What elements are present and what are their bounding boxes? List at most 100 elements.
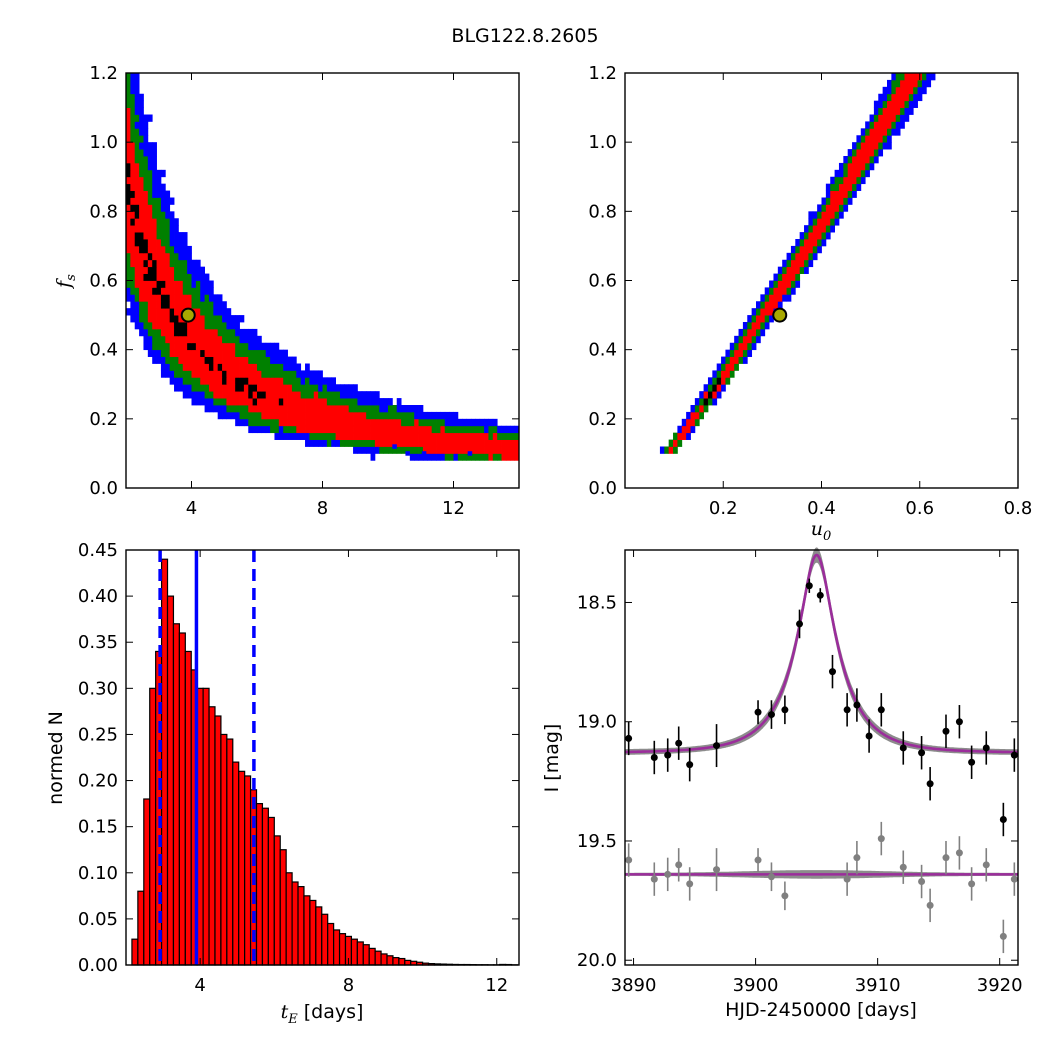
heatmap-cell — [182, 391, 188, 399]
heatmap-cell — [204, 322, 210, 330]
heatmap-cell — [370, 391, 376, 399]
heatmap-cell — [243, 398, 249, 406]
data-point — [754, 708, 762, 716]
heatmap-cell — [261, 405, 267, 413]
heatmap-cell — [165, 225, 171, 233]
heatmap-cell — [278, 418, 284, 427]
heatmap-cell — [707, 384, 713, 392]
heatmap-cell — [353, 432, 358, 440]
heatmap-cell — [821, 225, 827, 233]
heatmap-cell — [174, 335, 179, 344]
heatmap-cell — [195, 294, 201, 302]
heatmap-cell — [388, 418, 393, 427]
heatmap-cell — [764, 294, 770, 302]
heatmap-cell — [470, 418, 476, 427]
heatmap-cell — [239, 328, 245, 337]
heatmap-cell — [143, 315, 149, 323]
heatmap-cell — [169, 308, 175, 316]
heatmap-cell — [804, 232, 809, 240]
heatmap-cell — [191, 363, 197, 371]
heatmap-cell — [195, 370, 201, 378]
heatmap-cell — [257, 398, 262, 406]
heatmap-cell — [143, 190, 149, 198]
heatmap-cell — [497, 453, 502, 461]
heatmap-cell — [782, 294, 787, 302]
heatmap-cell — [200, 370, 205, 378]
heatmap-cell — [891, 128, 897, 136]
heatmap-cell — [208, 308, 214, 316]
heatmap-cell — [235, 384, 240, 392]
heatmap-cell — [152, 142, 157, 150]
heatmap-cell — [422, 432, 428, 440]
heatmap-cell — [252, 363, 258, 371]
heatmap-cell — [729, 363, 735, 371]
heatmap-cell — [339, 411, 345, 420]
heatmap-cell — [453, 425, 459, 434]
heatmap-cell — [431, 418, 437, 427]
heatmap-cell — [287, 384, 293, 392]
heatmap-cell — [274, 432, 280, 440]
heatmap-cell — [690, 405, 696, 413]
heatmap-cell — [235, 315, 240, 323]
heatmap-cell — [165, 273, 171, 281]
heatmap-cell — [257, 377, 262, 385]
heatmap-cell — [738, 335, 744, 344]
heatmap-cell — [169, 266, 175, 274]
heatmap-cell — [869, 162, 875, 171]
heatmap-cell — [156, 239, 162, 247]
heatmap-cell — [326, 418, 332, 427]
heatmap-cell — [130, 156, 136, 164]
heatmap-cell — [156, 176, 162, 185]
heatmap-cell — [891, 73, 897, 81]
heatmap-cell — [453, 453, 459, 461]
heatmap-cell — [470, 446, 476, 454]
heatmap-cell — [492, 425, 498, 434]
heatmap-cell — [213, 349, 219, 357]
heatmap-cell — [261, 411, 267, 420]
heatmap-cell — [782, 287, 787, 295]
heatmap-cell — [804, 245, 809, 254]
heatmap-cell — [799, 259, 805, 268]
heatmap-cell — [143, 342, 149, 351]
heatmap-cell — [366, 405, 371, 413]
heatmap-cell — [339, 398, 345, 406]
heatmap-cell — [143, 121, 149, 129]
heatmap-cell — [300, 405, 306, 413]
heatmap-cell — [887, 79, 892, 88]
heatmap-cell — [729, 370, 735, 378]
heatmap-cell — [134, 287, 140, 295]
heatmap-cell — [139, 301, 144, 309]
data-point — [843, 706, 851, 714]
heatmap-cell — [152, 190, 157, 198]
heatmap-cell — [309, 370, 315, 378]
heatmap-cell — [152, 162, 157, 171]
heatmap-cell — [274, 425, 280, 434]
heatmap-cell — [887, 142, 892, 150]
residual-point — [999, 932, 1007, 940]
heatmap-cell — [195, 363, 201, 371]
heatmap-cell — [178, 315, 184, 323]
heatmap-cell — [143, 245, 149, 254]
heatmap-cell — [147, 259, 153, 268]
heatmap-cell — [300, 391, 306, 399]
heatmap-cell — [296, 425, 302, 434]
heatmap-cell — [134, 308, 140, 316]
heatmap-cell — [139, 107, 144, 115]
heatmap-cell — [182, 252, 188, 261]
heatmap-cell — [156, 232, 162, 240]
heatmap-cell — [126, 73, 131, 81]
heatmap-cell — [243, 370, 249, 378]
heatmap-cell — [751, 328, 757, 337]
heatmap-cell — [139, 287, 144, 295]
heatmap-cell — [305, 425, 310, 434]
heatmap-cell — [287, 363, 293, 371]
heatmap-cell — [130, 93, 136, 102]
heatmap-cell — [152, 287, 157, 295]
heatmap-cell — [852, 149, 857, 157]
heatmap-cell — [882, 114, 888, 122]
heatmap-cell — [887, 100, 892, 108]
heatmap-cell — [309, 411, 315, 420]
heatmap-cell — [305, 439, 310, 447]
heatmap-cell — [834, 190, 840, 198]
heatmap-cell — [764, 322, 770, 330]
